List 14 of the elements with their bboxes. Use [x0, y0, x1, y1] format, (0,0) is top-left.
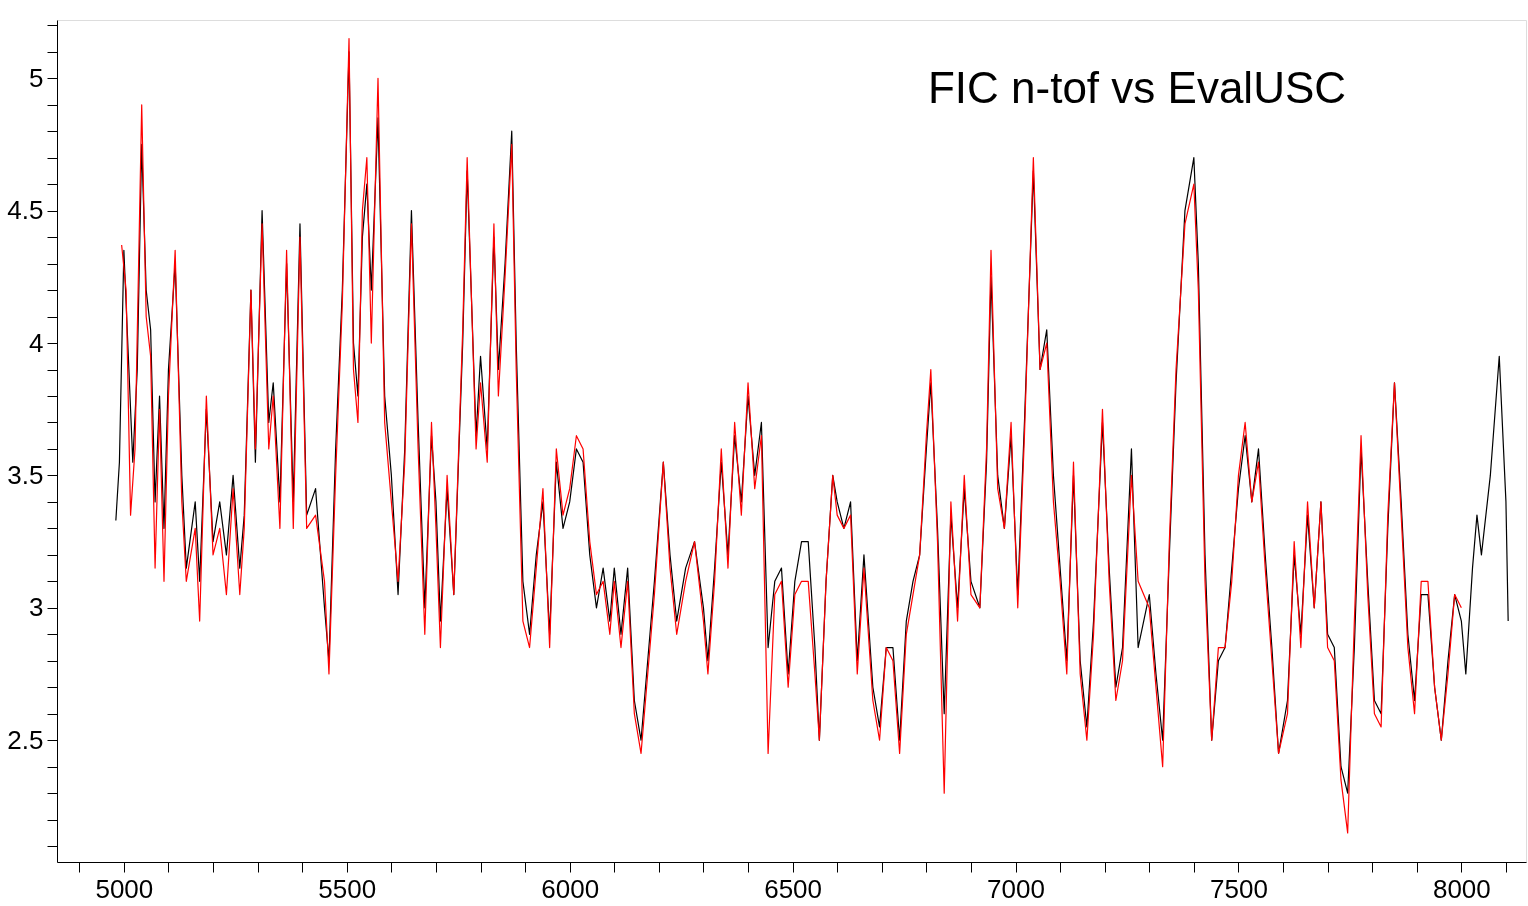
x-tick-label: 7500 [1210, 873, 1268, 904]
y-tick-label: 3 [29, 592, 44, 623]
y-tick-label: 5 [29, 62, 44, 93]
x-tick-label: 6000 [541, 873, 600, 904]
y-tick-label: 4.5 [7, 195, 44, 226]
text: FIC n-tof vs EvalUSC [927, 63, 1347, 112]
x-tick-label: 7000 [987, 873, 1045, 904]
x-tick-label: 5500 [318, 873, 377, 904]
x-tick-label: 8000 [1432, 873, 1491, 904]
y-tick-label: 4 [29, 327, 44, 358]
y-tick-label: 2.5 [7, 724, 44, 755]
x-tick-label: 5000 [95, 873, 154, 904]
x-tick-label: 6500 [764, 873, 823, 904]
y-tick-label: 3.5 [7, 459, 44, 490]
